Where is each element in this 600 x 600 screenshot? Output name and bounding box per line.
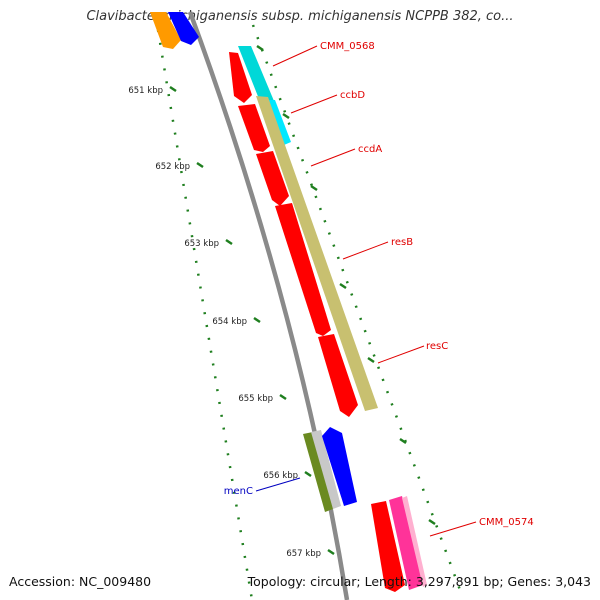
genome-backbone — [187, 11, 350, 600]
tick-label: 654 kbp — [212, 317, 247, 327]
cds-pink[interactable] — [389, 496, 423, 590]
cds-olive[interactable] — [256, 96, 378, 411]
accession-text: Accession: NC_009480 — [9, 574, 152, 589]
cds-green[interactable] — [303, 432, 333, 512]
tick-marks: 651 kbp 652 kbp 653 kbp 654 kbp 655 kbp 656 k… — [128, 44, 436, 559]
gene-label[interactable]: menC — [224, 486, 253, 497]
cds-resc[interactable] — [318, 334, 358, 417]
tick-label: 657 kbp — [286, 549, 321, 559]
gene-label[interactable]: resB — [391, 237, 413, 248]
tick-mark — [225, 238, 233, 246]
gene-label[interactable]: CMM_0574 — [479, 517, 534, 528]
cds-gray[interactable] — [311, 430, 341, 509]
gene-labels: CMM_0568 ccbD ccdA resB resC menC CMM_0574 — [224, 41, 534, 537]
cds-cmm-0568[interactable] — [229, 52, 252, 103]
gene-leader-line — [377, 345, 425, 364]
topology-text: Topology: circular; Length: 3,297,891 bp… — [247, 574, 591, 589]
tick-label: 651 kbp — [128, 86, 163, 96]
cds-resb[interactable] — [275, 203, 331, 336]
gene-label[interactable]: ccdA — [358, 144, 382, 155]
tick-mark — [282, 112, 290, 120]
tick-mark — [256, 44, 264, 52]
gene-label[interactable]: CMM_0568 — [320, 41, 375, 52]
tick-dots — [156, 24, 462, 600]
gene-leader-line — [342, 241, 389, 260]
tick-mark — [169, 85, 177, 93]
tick-mark — [304, 470, 312, 478]
tick-mark — [279, 393, 287, 401]
gene-leader-line — [290, 94, 338, 114]
cds-ccbd[interactable] — [238, 104, 270, 152]
cds-cmm-0574[interactable] — [371, 501, 405, 592]
tick-mark — [196, 161, 204, 169]
cds-pink-light[interactable] — [402, 496, 427, 587]
tick-mark — [428, 518, 436, 526]
tick-mark — [399, 437, 407, 445]
cds-ccda[interactable] — [256, 151, 289, 206]
gene-label[interactable]: resC — [426, 341, 448, 352]
cds-blue-top[interactable] — [168, 12, 199, 45]
gene-leader-line — [310, 148, 356, 167]
gene-leader-line — [429, 521, 477, 537]
cds-orange[interactable] — [150, 12, 181, 49]
tick-label: 656 kbp — [263, 471, 298, 481]
gene-leader-line — [255, 477, 301, 492]
tick-mark — [253, 316, 261, 324]
cds-menc[interactable] — [322, 427, 357, 506]
tick-mark — [339, 282, 347, 290]
tick-mark — [367, 356, 375, 364]
tick-label: 655 kbp — [238, 394, 273, 404]
tick-mark — [327, 548, 335, 556]
gene-label[interactable]: ccbD — [340, 90, 365, 101]
tick-label: 652 kbp — [155, 162, 190, 172]
gene-leader-line — [272, 45, 318, 67]
tick-label: 653 kbp — [184, 239, 219, 249]
tick-mark — [310, 184, 318, 192]
cds-cyan[interactable] — [238, 46, 274, 104]
